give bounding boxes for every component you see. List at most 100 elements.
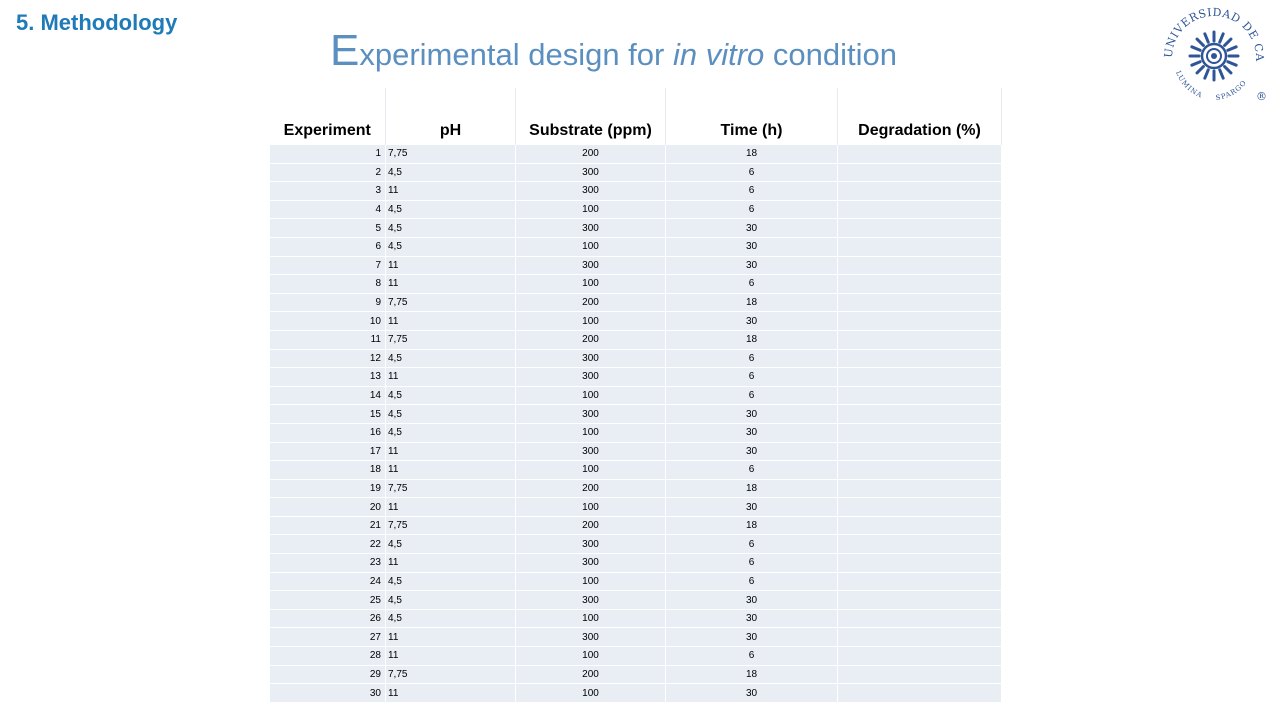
- cell-experiment: 20: [269, 497, 386, 517]
- cell-experiment: 26: [269, 608, 386, 629]
- table-body: 1 7,75 200 18 2 4,5 300 6 3 11 300 6 4 4,5 100 6 5 4,5 300…: [269, 144, 1002, 703]
- cell-time: 18: [665, 144, 838, 164]
- cell-ph: 7,75: [385, 329, 516, 350]
- table-row: 6 4,5 100 30: [269, 236, 1002, 257]
- cell-substrate: 200: [515, 478, 666, 499]
- cell-experiment: 13: [269, 367, 386, 387]
- cell-time: 6: [665, 181, 838, 201]
- col-header-degradation: Degradation (%): [837, 88, 1002, 145]
- cell-substrate: 100: [515, 460, 666, 480]
- cell-substrate: 200: [515, 329, 666, 350]
- cell-time: 18: [665, 329, 838, 350]
- table-row: 15 4,5 300 30: [269, 404, 1002, 424]
- logo-motto-left: LUMINA: [1174, 70, 1203, 100]
- cell-experiment: 22: [269, 534, 386, 555]
- cell-degradation: [837, 162, 1002, 183]
- cell-ph: 7,75: [385, 144, 516, 164]
- cell-time: 30: [665, 441, 838, 462]
- cell-substrate: 100: [515, 608, 666, 629]
- table-row: 17 11 300 30: [269, 441, 1002, 462]
- cell-substrate: 200: [515, 664, 666, 685]
- cell-degradation: [837, 664, 1002, 685]
- cell-experiment: 6: [269, 236, 386, 257]
- title-italic: in vitro: [672, 37, 765, 72]
- cell-degradation: [837, 404, 1002, 424]
- table-row: 7 11 300 30: [269, 255, 1002, 276]
- table-row: 10 11 100 30: [269, 311, 1002, 331]
- cell-ph: 11: [385, 367, 516, 387]
- cell-substrate: 100: [515, 274, 666, 294]
- logo-top-text: UNIVERSIDAD DE CALDAS: [1158, 0, 1265, 62]
- cell-ph: 4,5: [385, 404, 516, 424]
- cell-time: 6: [665, 646, 838, 666]
- table-row: 2 4,5 300 6: [269, 162, 1002, 183]
- table-row: 26 4,5 100 30: [269, 608, 1002, 629]
- cell-degradation: [837, 218, 1002, 238]
- table-row: 30 11 100 30: [269, 683, 1002, 703]
- cell-ph: 11: [385, 274, 516, 294]
- cell-time: 30: [665, 404, 838, 424]
- cell-experiment: 28: [269, 646, 386, 666]
- cell-degradation: [837, 236, 1002, 257]
- cell-experiment: 7: [269, 255, 386, 276]
- cell-ph: 7,75: [385, 515, 516, 536]
- table-row: 27 11 300 30: [269, 627, 1002, 648]
- cell-degradation: [837, 329, 1002, 350]
- table-row: 12 4,5 300 6: [269, 348, 1002, 369]
- cell-degradation: [837, 646, 1002, 666]
- cell-ph: 7,75: [385, 292, 516, 313]
- cell-time: 30: [665, 608, 838, 629]
- cell-time: 30: [665, 236, 838, 257]
- cell-ph: 11: [385, 441, 516, 462]
- cell-substrate: 300: [515, 348, 666, 369]
- table-row: 11 7,75 200 18: [269, 329, 1002, 350]
- cell-degradation: [837, 590, 1002, 610]
- table-row: 13 11 300 6: [269, 367, 1002, 387]
- cell-experiment: 8: [269, 274, 386, 294]
- table-row: 28 11 100 6: [269, 646, 1002, 666]
- cell-time: 30: [665, 590, 838, 610]
- cell-degradation: [837, 608, 1002, 629]
- cell-degradation: [837, 497, 1002, 517]
- cell-ph: 11: [385, 181, 516, 201]
- table-header-row: Experiment pH Substrate (ppm) Time (h) D…: [269, 88, 1002, 145]
- cell-time: 18: [665, 478, 838, 499]
- table-row: 4 4,5 100 6: [269, 199, 1002, 220]
- cell-degradation: [837, 441, 1002, 462]
- table-row: 25 4,5 300 30: [269, 590, 1002, 610]
- university-seal-logo: UNIVERSIDAD DE CALDAS LUMINA SPARGO ®: [1158, 0, 1267, 103]
- table-row: 20 11 100 30: [269, 497, 1002, 517]
- table-row: 8 11 100 6: [269, 274, 1002, 294]
- table-row: 18 11 100 6: [269, 460, 1002, 480]
- cell-degradation: [837, 534, 1002, 555]
- cell-degradation: [837, 255, 1002, 276]
- cell-degradation: [837, 292, 1002, 313]
- cell-degradation: [837, 385, 1002, 406]
- cell-experiment: 17: [269, 441, 386, 462]
- cell-substrate: 300: [515, 441, 666, 462]
- cell-experiment: 2: [269, 162, 386, 183]
- table-row: 3 11 300 6: [269, 181, 1002, 201]
- cell-degradation: [837, 683, 1002, 703]
- cell-substrate: 300: [515, 627, 666, 648]
- cell-ph: 11: [385, 683, 516, 703]
- title-text: xperimental design for: [359, 37, 673, 72]
- cell-experiment: 1: [269, 144, 386, 164]
- cell-ph: 11: [385, 255, 516, 276]
- cell-substrate: 300: [515, 255, 666, 276]
- col-header-experiment: Experiment: [269, 88, 386, 145]
- cell-time: 18: [665, 515, 838, 536]
- cell-ph: 4,5: [385, 218, 516, 238]
- cell-experiment: 5: [269, 218, 386, 238]
- cell-experiment: 16: [269, 422, 386, 443]
- svg-text:UNIVERSIDAD DE CALDAS: UNIVERSIDAD DE CALDAS: [1158, 0, 1266, 62]
- cell-ph: 4,5: [385, 534, 516, 555]
- cell-ph: 4,5: [385, 199, 516, 220]
- sun-emblem-icon: [1188, 30, 1240, 82]
- cell-time: 30: [665, 255, 838, 276]
- table-row: 29 7,75 200 18: [269, 664, 1002, 685]
- cell-substrate: 100: [515, 571, 666, 592]
- title-initial: E: [330, 26, 360, 75]
- cell-ph: 11: [385, 646, 516, 666]
- col-header-substrate: Substrate (ppm): [515, 88, 666, 145]
